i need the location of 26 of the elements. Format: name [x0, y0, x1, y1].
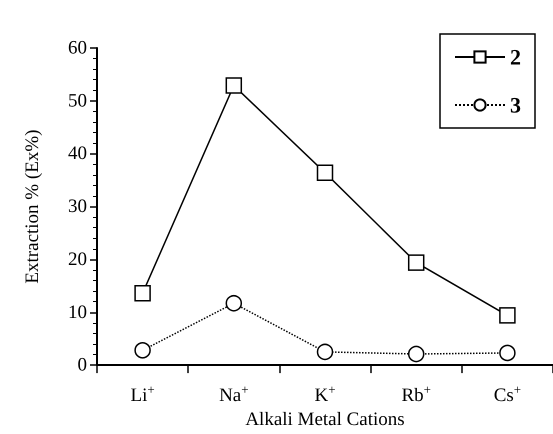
y-tick-label: 60 [68, 38, 87, 58]
point [408, 254, 424, 271]
point [316, 344, 334, 360]
y-tick-label: 30 [68, 196, 87, 218]
point [226, 295, 242, 312]
x-axis-title: Alkali Metal Cations [245, 409, 405, 430]
point [134, 342, 151, 359]
point [408, 346, 424, 362]
point [226, 77, 242, 94]
y-tick-label: 0 [78, 354, 87, 376]
x-tick-label: Rb+ [401, 382, 431, 406]
legend-label: 3 [510, 92, 521, 118]
point [499, 344, 516, 362]
legend-label: 2 [510, 44, 521, 70]
point [134, 284, 151, 302]
x-tick-label: Na+ [219, 382, 249, 406]
x-tick-label: Li+ [130, 382, 155, 406]
y-tick-label: 40 [68, 143, 87, 164]
y-axis-title: Extraction % (Ex%) [22, 130, 43, 284]
y-tick-label: 50 [68, 90, 87, 112]
point [316, 164, 334, 181]
y-tick-label: 20 [68, 248, 87, 270]
y-tick-label: 10 [68, 302, 87, 323]
point [499, 307, 516, 324]
x-tick-label: K+ [314, 382, 336, 406]
x-tick-label: Cs+ [494, 382, 522, 406]
